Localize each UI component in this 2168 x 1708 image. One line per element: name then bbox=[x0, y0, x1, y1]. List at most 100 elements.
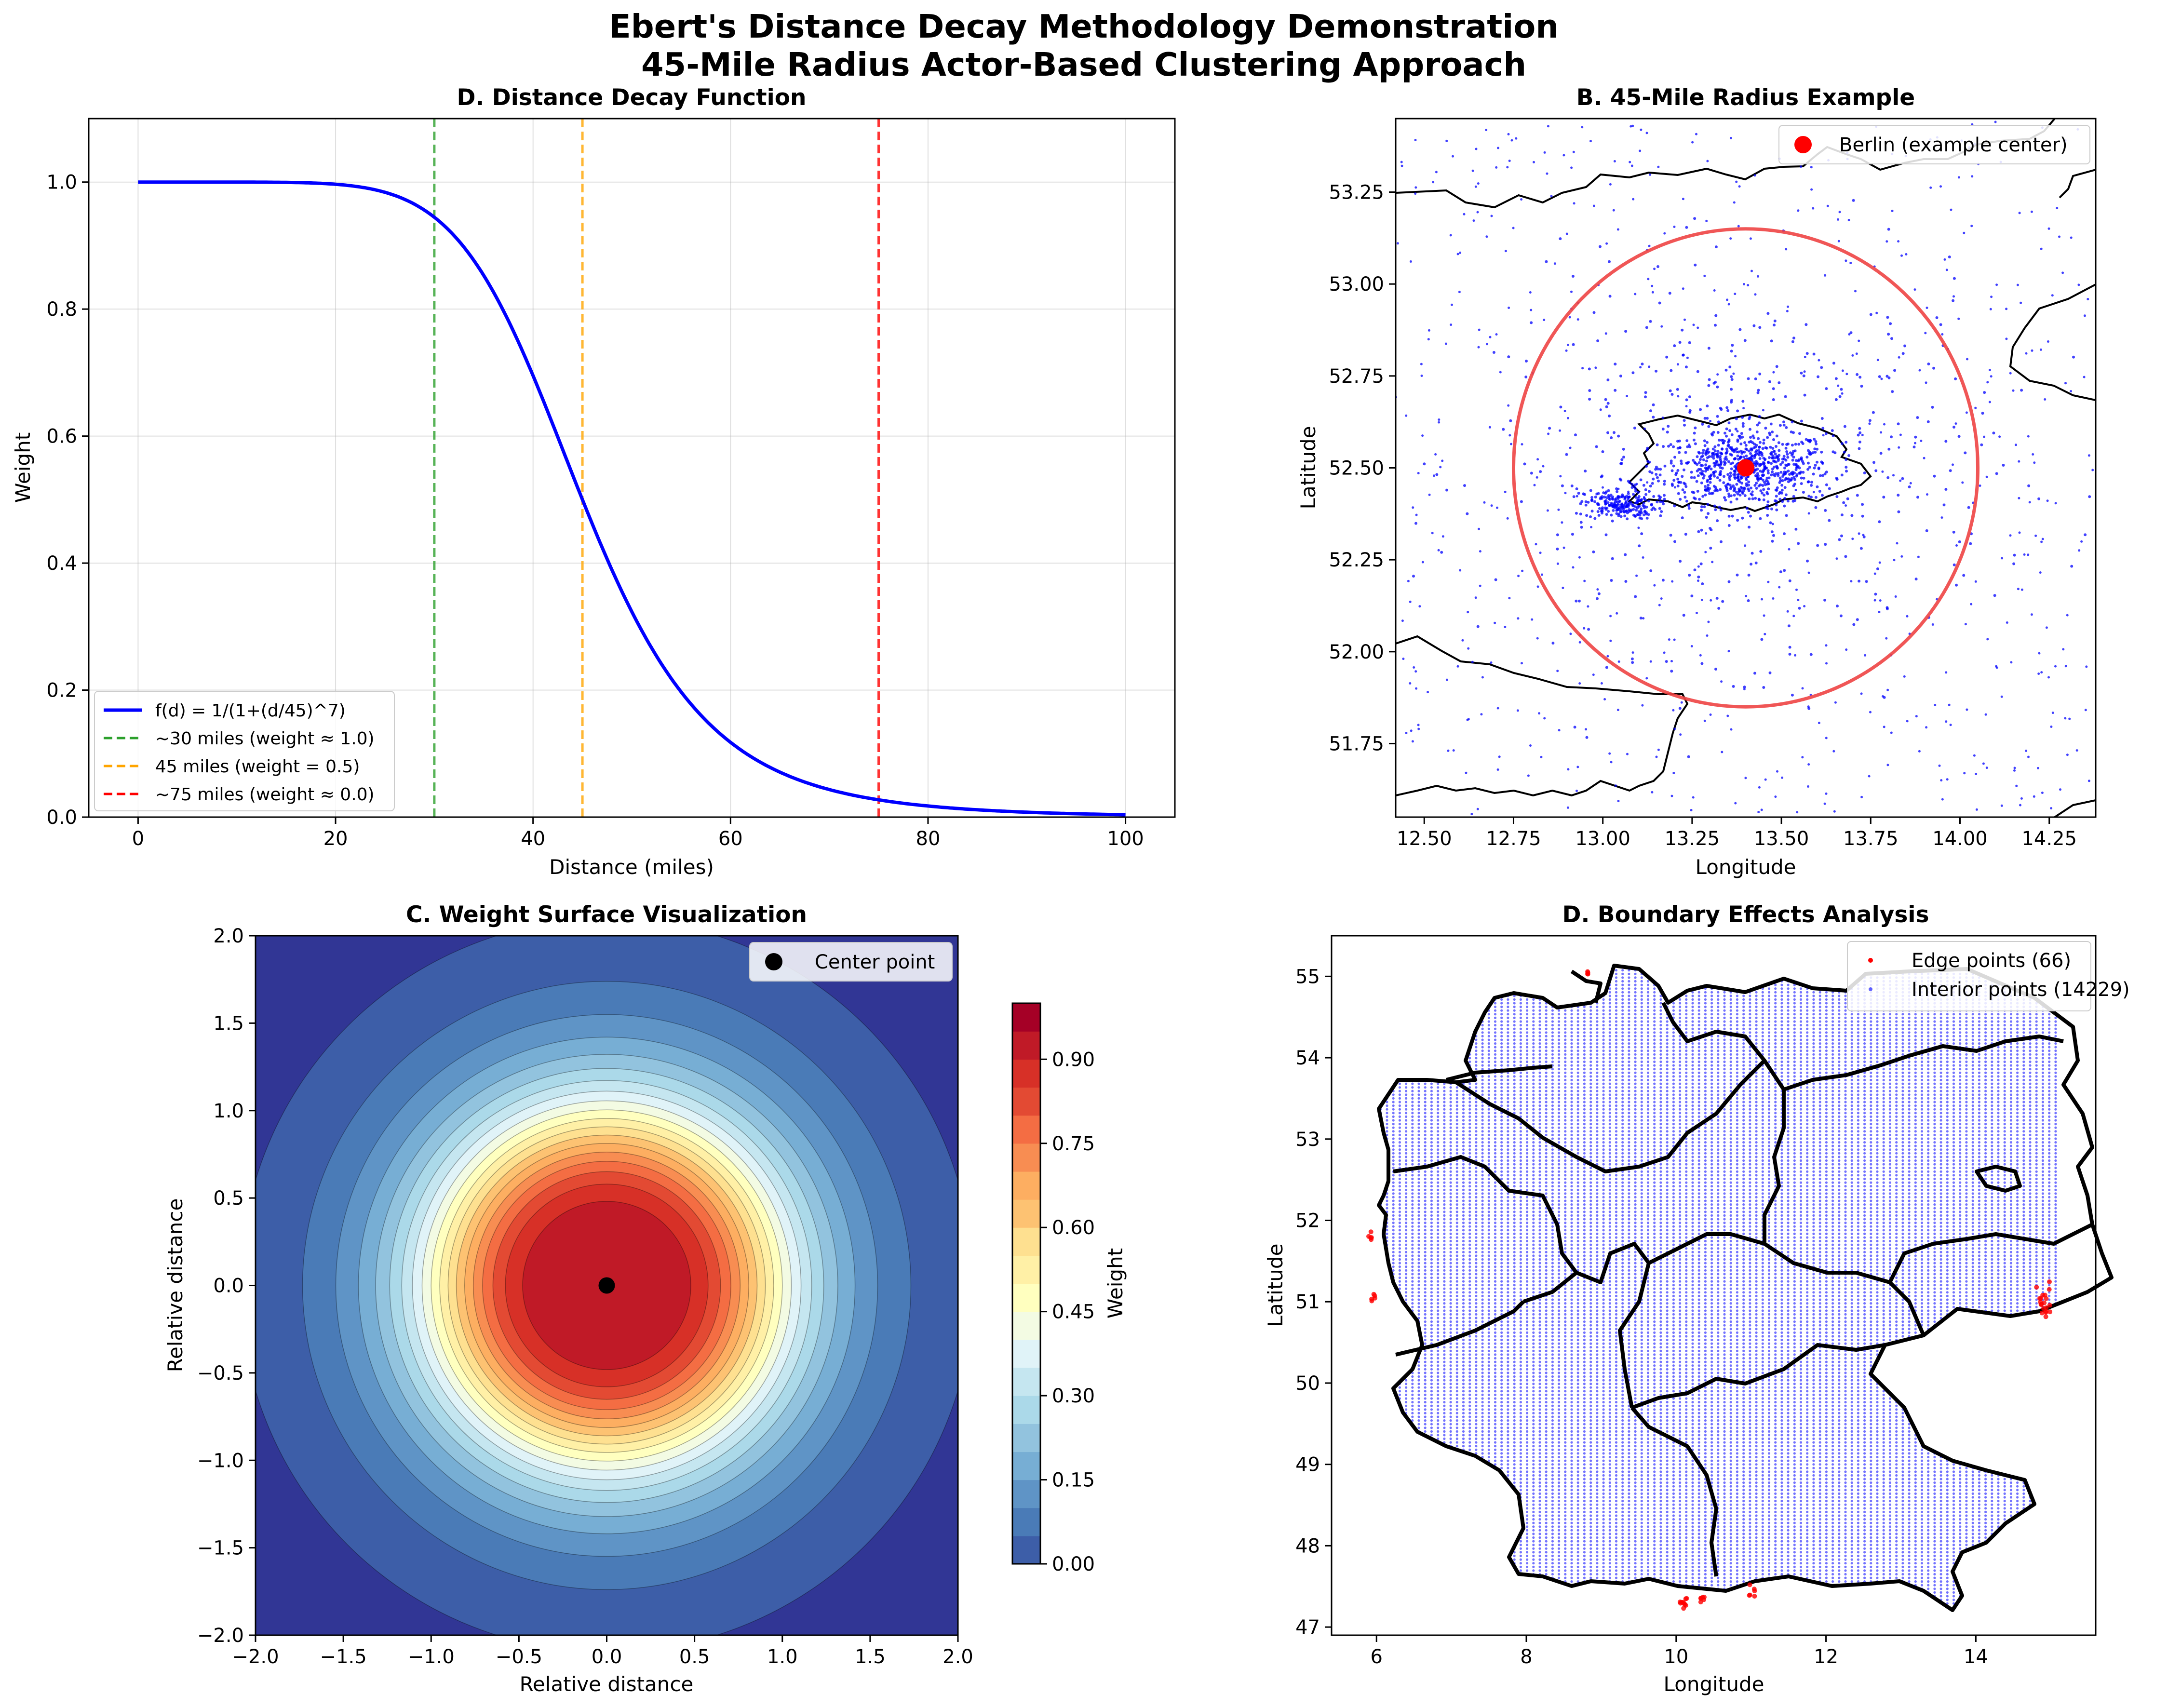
radius-point bbox=[1648, 244, 1651, 247]
radius-point bbox=[1768, 380, 1771, 383]
boundary-interior-point bbox=[1405, 1445, 1408, 1448]
boundary-interior-point bbox=[1367, 1339, 1369, 1341]
radius-point bbox=[1778, 586, 1781, 589]
boundary-interior-point bbox=[1398, 1455, 1401, 1459]
boundary-interior-point bbox=[1360, 1470, 1363, 1473]
boundary-interior-point bbox=[1424, 1254, 1427, 1257]
boundary-interior-point bbox=[1430, 1529, 1433, 1532]
radius-point bbox=[1732, 685, 1735, 688]
boundary-interior-point bbox=[1405, 1441, 1408, 1444]
radius-point bbox=[1407, 579, 1410, 582]
radius-point bbox=[2091, 469, 2094, 471]
boundary-interior-point bbox=[1398, 1533, 1401, 1535]
boundary-interior-point bbox=[1386, 1584, 1388, 1587]
radius-point bbox=[1594, 496, 1597, 498]
radius-point bbox=[1810, 481, 1813, 484]
radius-point bbox=[1963, 772, 1966, 775]
radius-point bbox=[1616, 502, 1620, 506]
surface-ytick-label: 1.0 bbox=[213, 1100, 244, 1122]
boundary-interior-point bbox=[1437, 1302, 1440, 1305]
boundary-interior-point bbox=[1405, 1496, 1408, 1499]
radius-point bbox=[1724, 431, 1726, 435]
radius-point bbox=[1814, 464, 1817, 467]
radius-point bbox=[1634, 487, 1637, 491]
boundary-interior-point bbox=[1424, 1518, 1427, 1521]
radius-point bbox=[1792, 495, 1795, 498]
boundary-interior-point bbox=[1379, 1441, 1382, 1444]
radius-point bbox=[1848, 333, 1851, 336]
radius-point bbox=[1771, 467, 1774, 471]
boundary-interior-point bbox=[1437, 1108, 1440, 1111]
radius-point bbox=[1736, 454, 1739, 457]
boundary-interior-point bbox=[1443, 1503, 1446, 1506]
surface-contour-line bbox=[472, 1151, 741, 1420]
boundary-interior-point bbox=[1430, 1562, 1433, 1565]
radius-point bbox=[1970, 603, 1973, 605]
radius-point bbox=[1816, 447, 1819, 451]
boundary-interior-point bbox=[1424, 1547, 1427, 1550]
radius-point bbox=[1445, 139, 1448, 142]
radius-point bbox=[1597, 492, 1600, 495]
boundary-interior-point bbox=[1360, 1430, 1363, 1433]
boundary-interior-point bbox=[1367, 1317, 1369, 1319]
boundary-interior-point bbox=[1411, 1489, 1414, 1492]
radius-point bbox=[1764, 632, 1766, 635]
radius-point bbox=[2087, 298, 2089, 300]
boundary-interior-point bbox=[1360, 1046, 1363, 1049]
boundary-interior-point bbox=[1437, 1554, 1440, 1558]
surface-panel: C. Weight Surface Visualization −2.0 −1.5… bbox=[163, 901, 1127, 1696]
boundary-interior-point bbox=[1367, 1313, 1369, 1316]
boundary-interior-point bbox=[1398, 1239, 1401, 1243]
boundary-interior-point bbox=[1424, 1115, 1427, 1118]
radius-point bbox=[1631, 651, 1634, 654]
boundary-interior-point bbox=[1367, 1035, 1369, 1037]
boundary-interior-point bbox=[1411, 1251, 1414, 1253]
boundary-interior-point bbox=[1411, 1569, 1414, 1572]
radius-point bbox=[1837, 384, 1840, 387]
radius-point bbox=[1690, 594, 1694, 598]
boundary-interior-point bbox=[1379, 998, 1382, 1001]
boundary-interior-point bbox=[1437, 1089, 1440, 1092]
boundary-interior-point bbox=[1443, 1049, 1446, 1052]
boundary-interior-point bbox=[1417, 1587, 1420, 1590]
boundary-interior-point bbox=[1449, 1229, 1452, 1232]
radius-point bbox=[1728, 365, 1732, 369]
boundary-interior-point bbox=[1417, 1225, 1420, 1228]
boundary-interior-point bbox=[1417, 1093, 1420, 1096]
boundary-interior-point bbox=[1424, 1207, 1427, 1210]
boundary-interior-point bbox=[1392, 1470, 1395, 1473]
boundary-interior-point bbox=[1411, 1474, 1414, 1477]
radius-point bbox=[1747, 480, 1751, 484]
colorbar-swatch bbox=[1012, 1003, 1040, 1032]
boundary-interior-point bbox=[1386, 1599, 1388, 1601]
boundary-interior-point bbox=[1386, 1500, 1388, 1503]
boundary-interior-point bbox=[1417, 1049, 1420, 1052]
boundary-interior-point bbox=[1392, 1309, 1395, 1312]
radius-point bbox=[1567, 768, 1570, 771]
radius-point bbox=[1824, 543, 1827, 546]
boundary-interior-point bbox=[1398, 1101, 1401, 1103]
boundary-interior-point bbox=[1437, 1159, 1440, 1162]
radius-point bbox=[1418, 605, 1421, 608]
radius-point bbox=[1706, 160, 1709, 162]
boundary-interior-point bbox=[1424, 1485, 1427, 1488]
boundary-interior-point bbox=[1449, 1397, 1452, 1400]
boundary-interior-point bbox=[1386, 1562, 1388, 1565]
boundary-interior-point bbox=[1392, 1430, 1395, 1433]
boundary-interior-point bbox=[1411, 1071, 1414, 1074]
boundary-interior-point bbox=[1449, 1016, 1452, 1019]
boundary-interior-point bbox=[1360, 1159, 1363, 1162]
radius-point bbox=[1740, 491, 1744, 494]
radius-point bbox=[1696, 455, 1699, 458]
radius-point bbox=[1762, 479, 1764, 482]
boundary-interior-point bbox=[1437, 1097, 1440, 1100]
boundary-interior-point bbox=[1449, 1133, 1452, 1136]
boundary-interior-point bbox=[1386, 1606, 1388, 1609]
boundary-interior-point bbox=[1379, 1097, 1382, 1100]
radius-point bbox=[1766, 500, 1770, 503]
radius-point bbox=[1727, 492, 1731, 496]
boundary-interior-point bbox=[1437, 1170, 1440, 1173]
boundary-interior-point bbox=[1398, 1492, 1401, 1495]
boundary-interior-point bbox=[1424, 1097, 1427, 1100]
boundary-interior-point bbox=[1367, 1042, 1369, 1045]
